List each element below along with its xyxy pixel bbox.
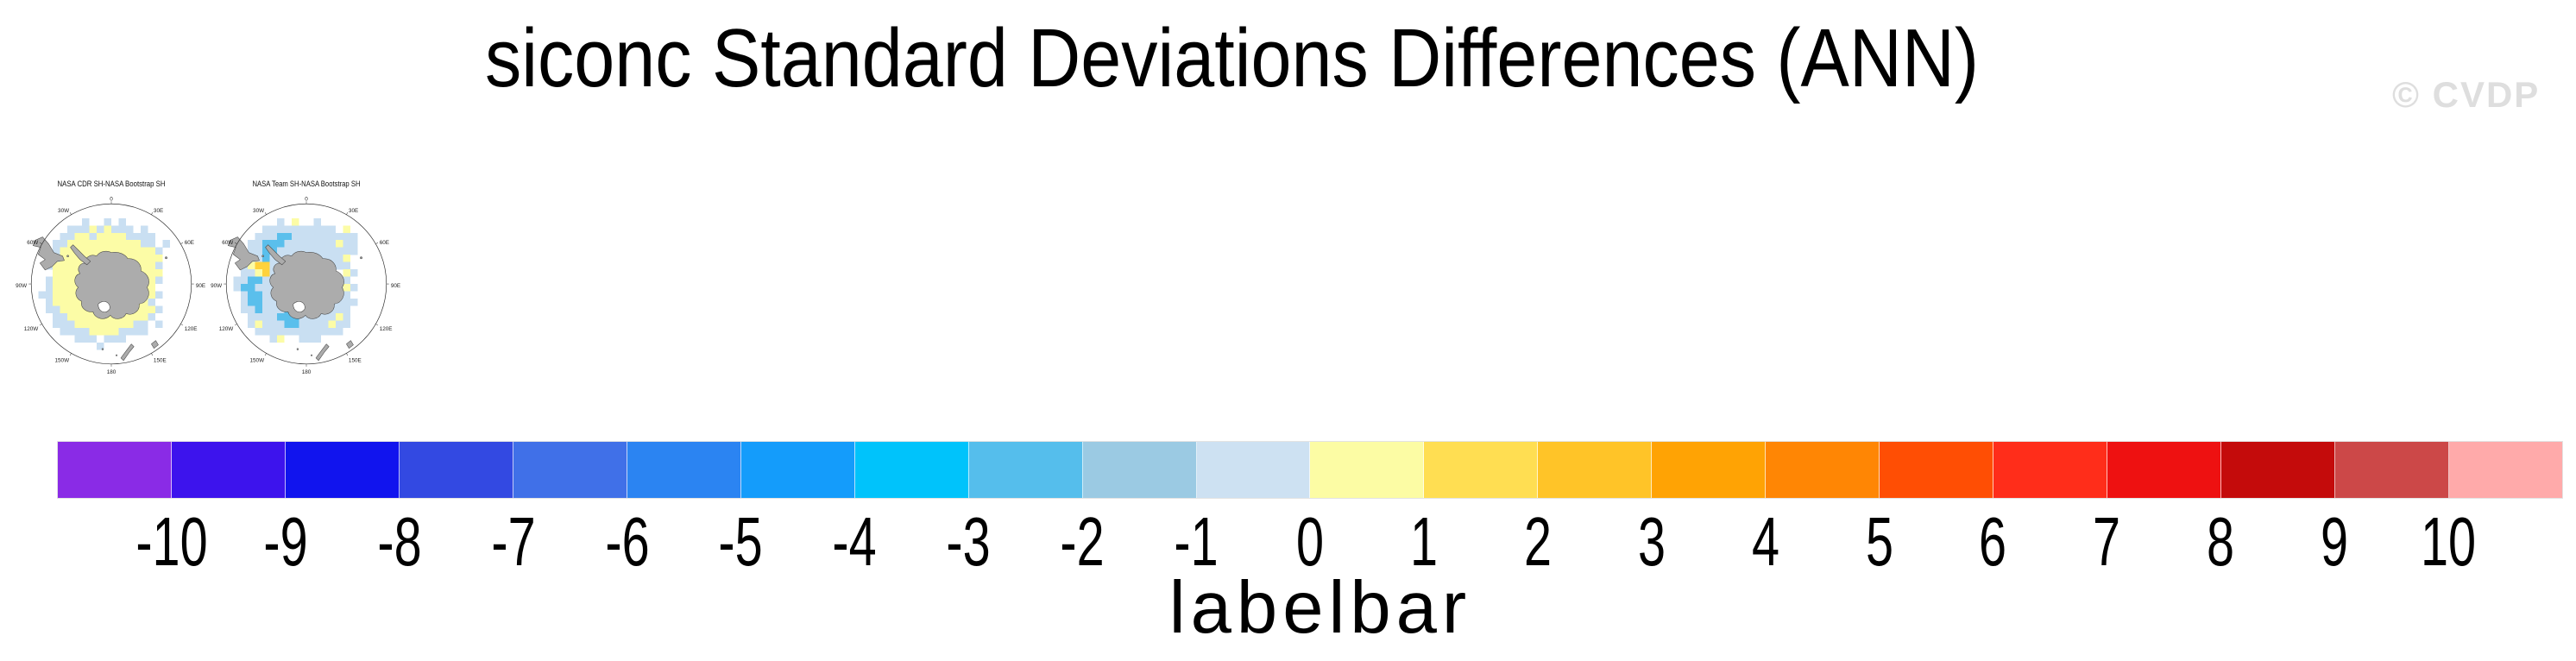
colorbar-cell-18 (2107, 442, 2222, 498)
colorbar-tick-label: 10 (2421, 503, 2477, 580)
longitude-label: 60W (222, 240, 233, 246)
colorbar-cell-0 (58, 442, 172, 498)
longitude-label: 60W (27, 240, 38, 246)
difference-map-0: NASA CDR SH-NASA Bootstrap SH 0 30E 60E 90E 1… (16, 179, 205, 375)
colorbar-cell-13 (1538, 442, 1653, 498)
colorbar-cell-16 (1880, 442, 1994, 498)
colorbar-cell-15 (1766, 442, 1880, 498)
longitude-label: 30E (349, 208, 358, 214)
new-zealand-landmass (120, 340, 159, 362)
map-title: NASA CDR SH-NASA Bootstrap SH (57, 179, 165, 189)
longitude-label: 90W (16, 283, 27, 289)
colorbar-tick-label: -5 (718, 503, 764, 580)
longitude-label: 90W (211, 283, 222, 289)
colorbar-tick-label: -3 (946, 503, 991, 580)
map-panel-1: NASA Team SH-NASA Bootstrap SH 0 30E 60E 90E… (209, 176, 404, 381)
labelbar-title: labelbar (1168, 567, 1472, 649)
cvdp-watermark: © CVDP (2392, 74, 2541, 115)
longitude-label: 150W (250, 357, 265, 363)
longitude-label: 180 (302, 369, 312, 375)
colorbar-tick-label: -1 (1174, 503, 1219, 580)
colorbar-cell-5 (627, 442, 741, 498)
colorbar-cell-1 (171, 442, 286, 498)
south-america-tip (227, 236, 260, 271)
colorbar-tick-label: 1 (1409, 503, 1438, 580)
colorbar-tick-label: -6 (604, 503, 650, 580)
longitude-label: 0 (305, 197, 308, 203)
colorbar-tick-label: -8 (377, 503, 422, 580)
colorbar-tick-label: -10 (135, 503, 208, 580)
map-panel-0: NASA CDR SH-NASA Bootstrap SH 0 30E 60E 90E 1… (14, 176, 209, 381)
longitude-ticks (224, 201, 389, 367)
colorbar-tick-label: 3 (1637, 503, 1666, 580)
colorbar-cell-6 (740, 442, 855, 498)
longitude-label: 180 (107, 369, 117, 375)
page-title: siconc Standard Deviations Differences (… (0, 17, 2465, 100)
longitude-ticks (28, 201, 194, 367)
page-title-text: siconc Standard Deviations Differences (… (485, 12, 1980, 104)
colorbar-tick-label: 7 (2093, 503, 2121, 580)
longitude-label: 120E (380, 326, 393, 332)
longitude-label: 120W (219, 326, 234, 332)
map-panels-row: NASA CDR SH-NASA Bootstrap SH 0 30E 60E 90E 1… (14, 176, 404, 381)
colorbar-cell-12 (1424, 442, 1539, 498)
colorbar-tick-label: 8 (2207, 503, 2235, 580)
colorbar-cell-19 (2221, 442, 2336, 498)
colorbar-tick-label: 9 (2321, 503, 2349, 580)
longitude-label: 30E (154, 208, 163, 214)
longitude-label: 60E (185, 240, 194, 246)
longitude-label: 120E (185, 326, 198, 332)
colorbar-cell-8 (968, 442, 1083, 498)
colorbar-tick-label: 4 (1751, 503, 1779, 580)
antarctica-landmass (32, 236, 167, 362)
colorbar-tick-label: -2 (1060, 503, 1105, 580)
colorbar-cell-17 (1993, 442, 2108, 498)
longitude-label: 60E (380, 240, 389, 246)
colorbar-tick-labels: -10 -9 -8 -7 -6 -5 -4 -3 -2 -1 0 1 2 3 4 5 6 7 8 9 10 (58, 507, 2562, 576)
south-america-tip (32, 236, 65, 271)
colorbar-cell-4 (513, 442, 627, 498)
colorbar-tick-label: 0 (1295, 503, 1325, 580)
longitude-label: 150E (154, 357, 167, 363)
colorbar-cell-2 (285, 442, 400, 498)
colorbar-cell-14 (1652, 442, 1767, 498)
longitude-label: 90E (391, 283, 400, 289)
colorbar-tick-label: -9 (263, 503, 308, 580)
longitude-label: 150W (55, 357, 70, 363)
colorbar-cell-3 (399, 442, 513, 498)
colorbar-cell-20 (2335, 442, 2450, 498)
colorbar-tick-label: 2 (1523, 503, 1552, 580)
colorbar-tick-label: 6 (1979, 503, 2007, 580)
colorbar (58, 442, 2562, 498)
new-zealand-landmass (315, 340, 354, 362)
colorbar-tick-label: -7 (491, 503, 536, 580)
longitude-label: 120W (24, 326, 39, 332)
longitude-labels: 0 30E 60E 90E 120E 150E 180 150W 120W 90W 60W 30W (211, 197, 400, 375)
map-title: NASA Team SH-NASA Bootstrap SH (252, 179, 360, 189)
colorbar-cell-7 (854, 442, 969, 498)
longitude-labels: 0 30E 60E 90E 120E 150E 180 150W 120W 90W 60W 30W (16, 197, 205, 375)
colorbar-cell-10 (1196, 442, 1311, 498)
colorbar-tick-label: 5 (1865, 503, 1893, 580)
colorbar-tick-label: -4 (832, 503, 877, 580)
longitude-label: 0 (110, 197, 113, 203)
colorbar-cell-11 (1310, 442, 1425, 498)
antarctica-landmass (227, 236, 362, 362)
longitude-label: 150E (349, 357, 362, 363)
colorbar-cell-21 (2449, 442, 2562, 498)
difference-map-1: NASA Team SH-NASA Bootstrap SH 0 30E 60E 90E… (211, 179, 400, 375)
longitude-label: 30W (58, 208, 69, 214)
colorbar-cell-9 (1082, 442, 1197, 498)
longitude-label: 90E (196, 283, 205, 289)
longitude-label: 30W (253, 208, 264, 214)
